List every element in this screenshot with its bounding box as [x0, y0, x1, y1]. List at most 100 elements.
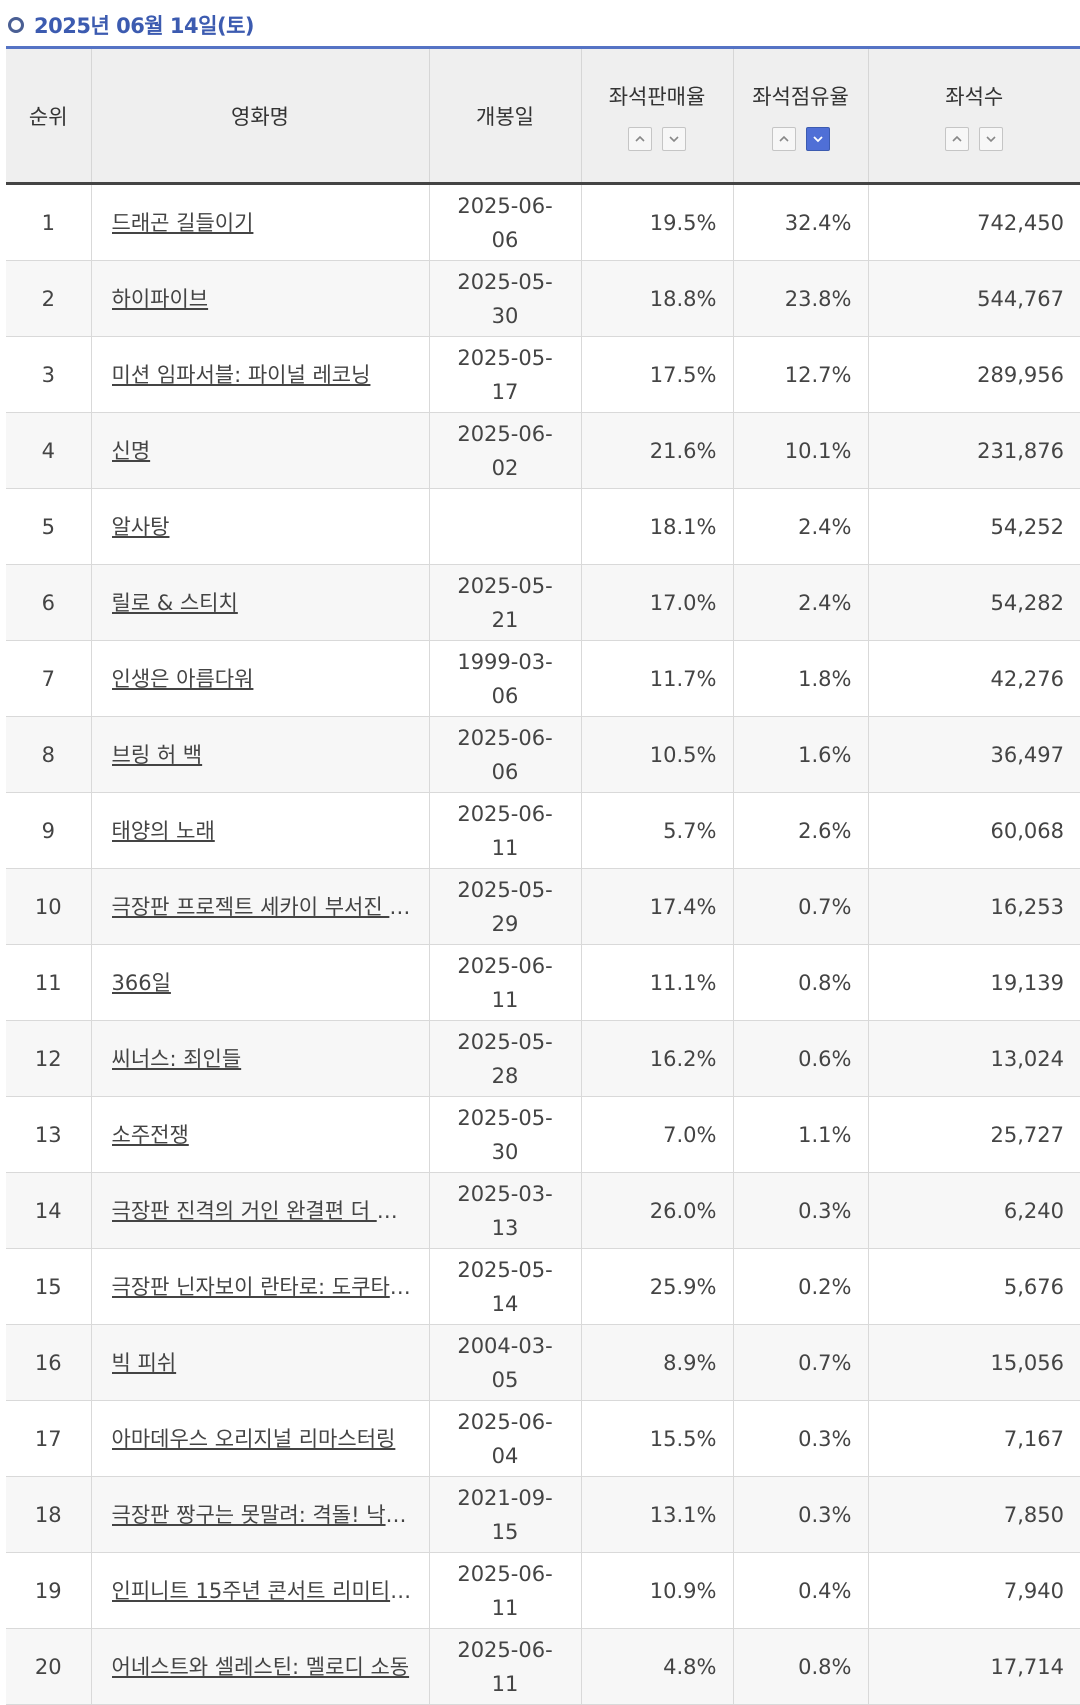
date-title: 2025년 06월 14일(토): [34, 10, 254, 40]
open-date-cell: 2004-03-05: [429, 1325, 581, 1401]
sort-asc-sales-rate-button[interactable]: [628, 127, 652, 151]
title-cell: 극장판 짱구는 못말려: 격돌! 낙서…: [91, 1477, 429, 1553]
sales-rate-cell: 16.2%: [581, 1021, 733, 1097]
seat-share-cell: 12.7%: [733, 337, 868, 413]
seats-cell: 42,276: [868, 641, 1080, 717]
sales-rate-cell: 17.4%: [581, 869, 733, 945]
movie-title-link[interactable]: 366일: [112, 966, 413, 1000]
open-date-cell: 2025-06-11: [429, 1629, 581, 1705]
title-cell: 미션 임파서블: 파이널 레코닝: [91, 337, 429, 413]
title-cell: 아마데우스 오리지널 리마스터링: [91, 1401, 429, 1477]
movie-title-link[interactable]: 미션 임파서블: 파이널 레코닝: [112, 358, 413, 392]
seats-cell: 7,850: [868, 1477, 1080, 1553]
sort-asc-seat-share-button[interactable]: [772, 127, 796, 151]
bullet-circle-icon: [8, 17, 24, 33]
open-date-cell: 2025-06-11: [429, 1553, 581, 1629]
movie-title-link[interactable]: 빅 피쉬: [112, 1346, 413, 1380]
seat-share-cell: 0.8%: [733, 1629, 868, 1705]
movie-title-link[interactable]: 인생은 아름다워: [112, 662, 413, 696]
movie-title-link[interactable]: 극장판 짱구는 못말려: 격돌! 낙서…: [112, 1498, 413, 1532]
rank-cell: 13: [6, 1097, 91, 1173]
rank-cell: 8: [6, 717, 91, 793]
chevron-down-icon: [985, 133, 997, 145]
sales-rate-cell: 11.1%: [581, 945, 733, 1021]
title-cell: 인피니트 15주년 콘서트 리미티드 …: [91, 1553, 429, 1629]
sort-controls-seats: [869, 127, 1080, 151]
title-cell: 극장판 닌자보이 란타로: 도쿠타케…: [91, 1249, 429, 1325]
column-header-title: 영화명: [91, 49, 429, 184]
chevron-up-icon: [634, 133, 646, 145]
column-header-seats: 좌석수: [868, 49, 1080, 184]
rank-cell: 5: [6, 489, 91, 565]
movie-title-link[interactable]: 알사탕: [112, 510, 413, 544]
seat-share-cell: 1.6%: [733, 717, 868, 793]
column-header-seat-share: 좌석점유율: [733, 49, 868, 184]
movie-title-link[interactable]: 아마데우스 오리지널 리마스터링: [112, 1422, 413, 1456]
seat-share-cell: 1.8%: [733, 641, 868, 717]
rank-cell: 15: [6, 1249, 91, 1325]
rank-cell: 16: [6, 1325, 91, 1401]
movie-title-link[interactable]: 신명: [112, 434, 413, 468]
seats-cell: 16,253: [868, 869, 1080, 945]
movie-title-link[interactable]: 인피니트 15주년 콘서트 리미티드 …: [112, 1574, 413, 1608]
open-date-cell: 2025-06-06: [429, 184, 581, 261]
movie-title-link[interactable]: 태양의 노래: [112, 814, 413, 848]
sales-rate-cell: 11.7%: [581, 641, 733, 717]
title-cell: 릴로 & 스티치: [91, 565, 429, 641]
open-date-cell: 2025-06-11: [429, 793, 581, 869]
movie-title-link[interactable]: 씨너스: 죄인들: [112, 1042, 413, 1076]
seats-cell: 19,139: [868, 945, 1080, 1021]
open-date-cell: 2025-05-30: [429, 261, 581, 337]
seat-share-cell: 10.1%: [733, 413, 868, 489]
open-date-cell: 2025-05-29: [429, 869, 581, 945]
open-date-cell: 1999-03-06: [429, 641, 581, 717]
seat-share-cell: 0.3%: [733, 1477, 868, 1553]
movie-title-link[interactable]: 릴로 & 스티치: [112, 586, 413, 620]
seat-share-cell: 0.7%: [733, 869, 868, 945]
sort-asc-seats-button[interactable]: [945, 127, 969, 151]
sort-desc-seat-share-button[interactable]: [806, 127, 830, 151]
movie-title-link[interactable]: 드래곤 길들이기: [112, 206, 413, 240]
open-date-cell: 2025-06-04: [429, 1401, 581, 1477]
seat-share-cell: 0.7%: [733, 1325, 868, 1401]
column-label-seats: 좌석수: [869, 81, 1080, 111]
sales-rate-cell: 17.0%: [581, 565, 733, 641]
sales-rate-cell: 10.9%: [581, 1553, 733, 1629]
title-cell: 극장판 프로젝트 세카이 부서진 세…: [91, 869, 429, 945]
rank-cell: 10: [6, 869, 91, 945]
title-cell: 하이파이브: [91, 261, 429, 337]
movie-title-link[interactable]: 어네스트와 셀레스틴: 멜로디 소동: [112, 1650, 413, 1684]
movie-title-link[interactable]: 하이파이브: [112, 282, 413, 316]
box-office-table: 순위 영화명 개봉일 좌석판매율: [6, 49, 1080, 1705]
movie-title-link[interactable]: 극장판 진격의 거인 완결편 더 라스…: [112, 1194, 413, 1228]
sales-rate-cell: 7.0%: [581, 1097, 733, 1173]
seats-cell: 25,727: [868, 1097, 1080, 1173]
seat-share-cell: 1.1%: [733, 1097, 868, 1173]
rank-cell: 19: [6, 1553, 91, 1629]
rank-cell: 7: [6, 641, 91, 717]
sort-desc-sales-rate-button[interactable]: [662, 127, 686, 151]
movie-title-link[interactable]: 브링 허 백: [112, 738, 413, 772]
seats-cell: 17,714: [868, 1629, 1080, 1705]
movie-title-link[interactable]: 극장판 프로젝트 세카이 부서진 세…: [112, 890, 413, 924]
seats-cell: 742,450: [868, 184, 1080, 261]
movie-title-link[interactable]: 극장판 닌자보이 란타로: 도쿠타케…: [112, 1270, 413, 1304]
column-header-open-date: 개봉일: [429, 49, 581, 184]
title-cell: 드래곤 길들이기: [91, 184, 429, 261]
open-date-cell: 2025-05-21: [429, 565, 581, 641]
seats-cell: 54,282: [868, 565, 1080, 641]
movie-title-link[interactable]: 소주전쟁: [112, 1118, 413, 1152]
chevron-up-icon: [951, 133, 963, 145]
sort-desc-seats-button[interactable]: [979, 127, 1003, 151]
seat-share-cell: 0.3%: [733, 1401, 868, 1477]
